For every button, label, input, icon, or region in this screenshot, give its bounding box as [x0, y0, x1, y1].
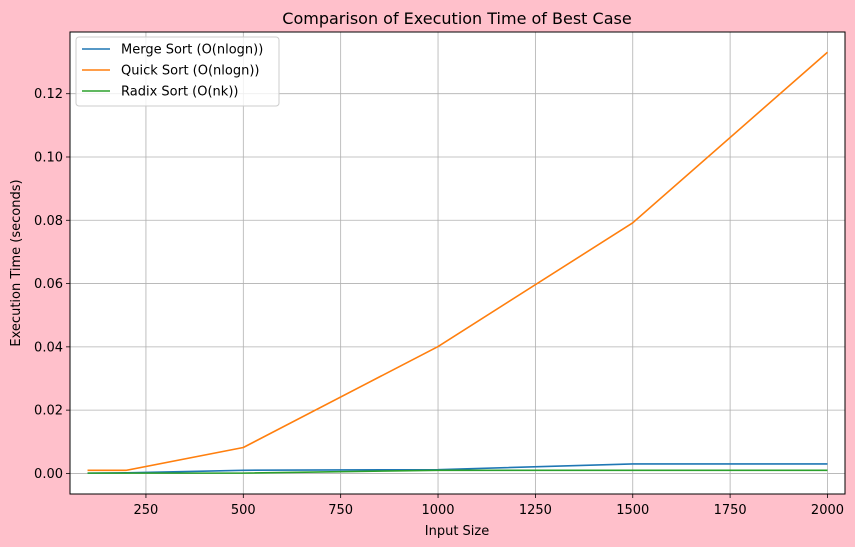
- y-tick-label: 0.00: [34, 467, 63, 482]
- x-tick-label: 1250: [519, 503, 552, 518]
- legend-label-quick: Quick Sort (O(nlogn)): [121, 64, 260, 79]
- x-tick-label: 500: [231, 503, 256, 518]
- y-tick-label: 0.10: [34, 150, 63, 165]
- y-tick-label: 0.04: [34, 340, 63, 355]
- y-tick-label: 0.02: [34, 404, 63, 419]
- x-tick-label: 1000: [421, 503, 454, 518]
- x-axis-label: Input Size: [425, 524, 489, 539]
- y-tick-label: 0.12: [34, 87, 63, 102]
- plot-frame: [69, 31, 846, 495]
- legend-box: [75, 36, 280, 107]
- y-axis-label: Execution Time (seconds): [9, 179, 24, 346]
- series-lines: [87, 51, 828, 474]
- x-tick-label: 250: [134, 503, 159, 518]
- x-tick-label: 750: [328, 503, 353, 518]
- legend-label-merge: Merge Sort (O(nlogn)): [121, 43, 263, 58]
- series-line-quick: [87, 51, 828, 472]
- legend: Merge Sort (O(nlogn)) Quick Sort (O(nlogn…: [75, 36, 280, 107]
- chart-title: Comparison of Execution Time of Best Cas…: [282, 9, 631, 28]
- y-tick-label: 0.06: [34, 277, 63, 292]
- series-line-radix: [87, 469, 828, 474]
- x-tick-label: 2000: [811, 503, 844, 518]
- y-axis-ticks: 0.00 0.02 0.04 0.06 0.08 0.10 0.12: [34, 87, 70, 482]
- x-axis-ticks: 250 500 750 1000 1250 1500 1750 2000: [134, 494, 844, 518]
- x-tick-label: 1500: [616, 503, 649, 518]
- y-tick-label: 0.08: [34, 214, 63, 229]
- plot-area: [70, 32, 845, 494]
- x-tick-label: 1750: [714, 503, 747, 518]
- legend-label-radix: Radix Sort (O(nk)): [121, 85, 238, 100]
